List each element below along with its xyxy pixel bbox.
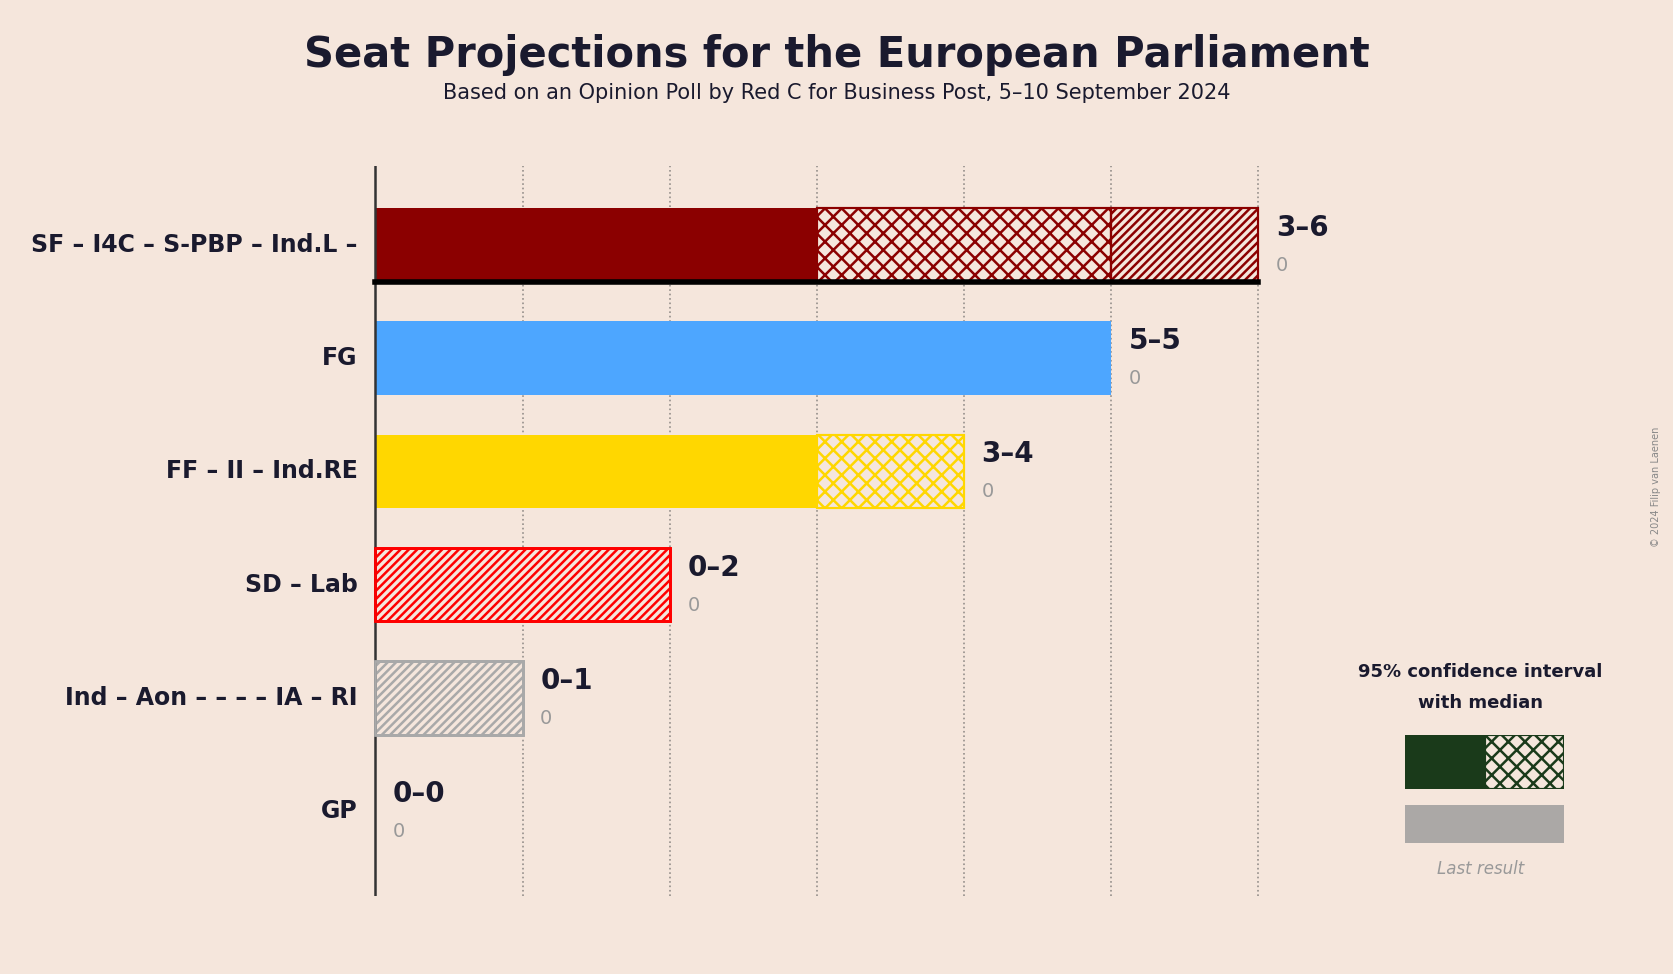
Text: Ind – Aon – – – – IA – RI: Ind – Aon – – – – IA – RI [65, 686, 358, 710]
Bar [375, 321, 1111, 394]
Bar [816, 208, 1111, 281]
Bar [1111, 208, 1258, 281]
Bar [816, 434, 964, 508]
Text: © 2024 Filip van Laenen: © 2024 Filip van Laenen [1651, 427, 1661, 547]
Bar [1484, 735, 1564, 789]
Text: SD – Lab: SD – Lab [244, 573, 358, 597]
Bar [1111, 208, 1258, 281]
Bar [375, 661, 522, 734]
Bar [375, 434, 816, 508]
Text: 0: 0 [1276, 256, 1288, 275]
Text: Last result: Last result [1437, 860, 1524, 878]
Bar [816, 434, 964, 508]
Text: 95% confidence interval: 95% confidence interval [1358, 663, 1603, 681]
Text: 0–2: 0–2 [688, 553, 739, 581]
Bar [1405, 735, 1484, 789]
Bar [375, 547, 669, 621]
Bar [816, 208, 1111, 281]
Text: 0: 0 [540, 709, 552, 728]
Text: Seat Projections for the European Parliament: Seat Projections for the European Parlia… [303, 34, 1370, 76]
Bar [375, 661, 522, 734]
Bar [375, 547, 669, 621]
Text: FG: FG [323, 346, 358, 370]
Text: SF – I4C – S-PBP – Ind.L –: SF – I4C – S-PBP – Ind.L – [32, 233, 358, 257]
Text: with median: with median [1419, 694, 1543, 712]
Text: 0: 0 [393, 822, 405, 841]
Text: 0: 0 [1129, 369, 1141, 388]
Text: 3–4: 3–4 [982, 440, 1034, 468]
Bar [375, 208, 816, 281]
Bar [375, 547, 669, 621]
Text: 5–5: 5–5 [1129, 327, 1181, 356]
Bar [1111, 208, 1258, 281]
Text: 0: 0 [688, 595, 699, 615]
Text: 3–6: 3–6 [1276, 214, 1328, 242]
Bar [816, 434, 964, 508]
Text: 0–0: 0–0 [393, 780, 445, 808]
Bar [1484, 735, 1564, 789]
Bar [1484, 735, 1564, 789]
Text: Based on an Opinion Poll by Red C for Business Post, 5–10 September 2024: Based on an Opinion Poll by Red C for Bu… [443, 83, 1230, 103]
Bar [816, 208, 1111, 281]
Text: FF – II – Ind.RE: FF – II – Ind.RE [166, 460, 358, 483]
Bar [375, 661, 522, 734]
Text: 0: 0 [982, 482, 994, 502]
Text: GP: GP [321, 799, 358, 823]
Text: 0–1: 0–1 [540, 667, 592, 694]
